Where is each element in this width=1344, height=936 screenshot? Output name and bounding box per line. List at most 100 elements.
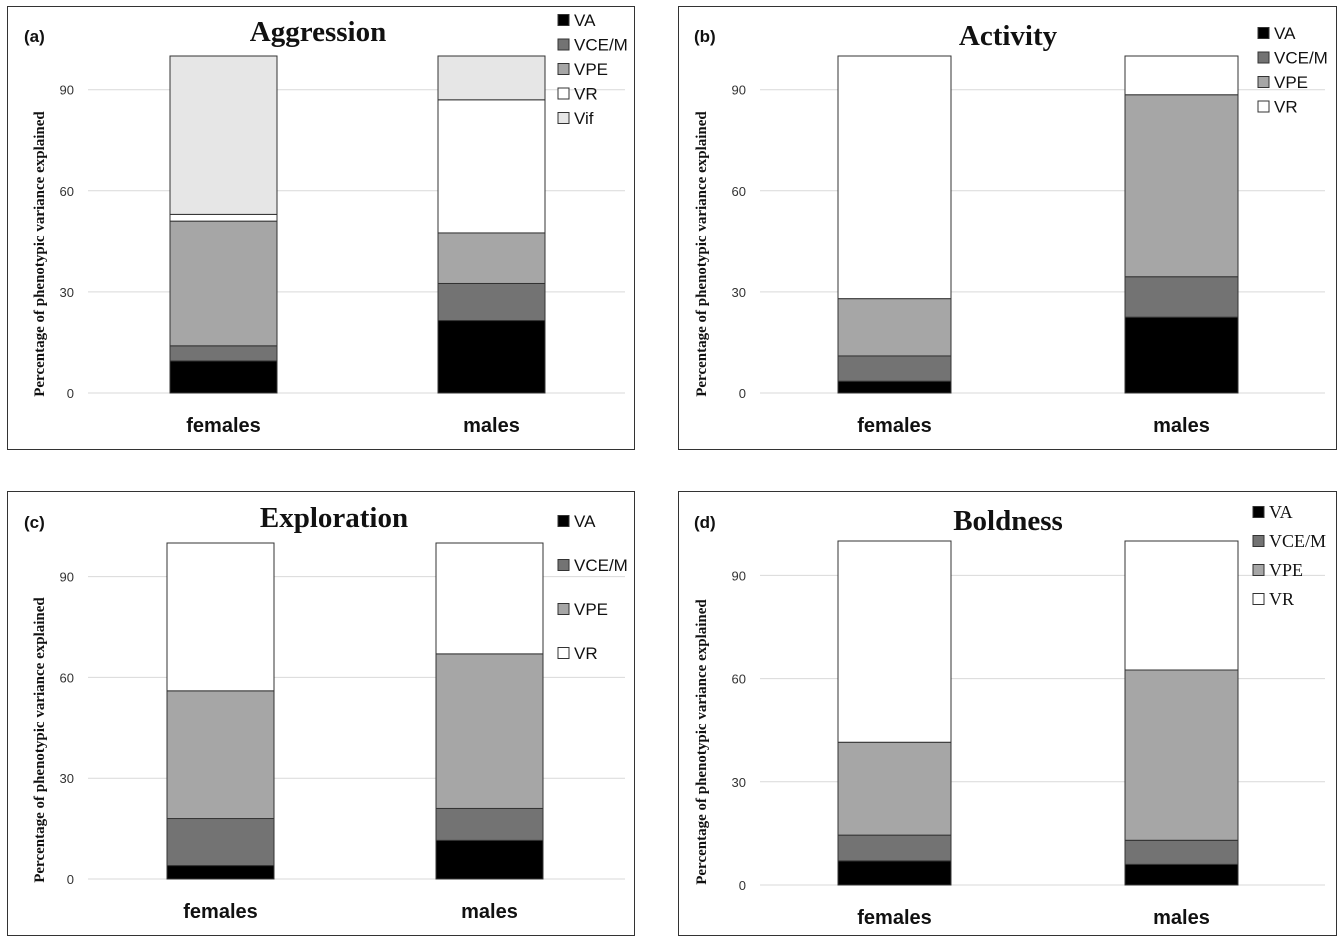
y-tick-label: 0: [67, 872, 74, 887]
panel-label: (b): [694, 27, 716, 46]
legend-label-va: VA: [574, 11, 596, 30]
y-tick-label: 30: [60, 771, 74, 786]
category-label: males: [461, 901, 518, 923]
chart-title: Activity: [959, 20, 1058, 52]
bar-segment-males-vce-m: [1124, 839, 1239, 865]
legend-label-vr: VR: [1274, 98, 1298, 117]
bar-segment-females-vce-m: [837, 355, 952, 382]
bar-segment-males-vpe: [1124, 669, 1239, 841]
legend-label-vce-m: VCE/M: [574, 556, 628, 575]
category-label: females: [186, 415, 261, 437]
legend-swatch-va: [1252, 506, 1265, 518]
legend-swatch-vce-m: [1252, 535, 1265, 547]
bar-segment-males-va: [1124, 316, 1239, 394]
category-label: males: [463, 415, 520, 437]
legend-label-va: VA: [1274, 24, 1296, 43]
y-tick-label: 30: [732, 285, 746, 300]
legend-label-vpe: VPE: [1269, 560, 1303, 580]
y-tick-label: 60: [732, 672, 746, 687]
legend-swatch-vpe: [1257, 76, 1270, 88]
y-axis-label: Percentage of phenotypic variance explai…: [32, 111, 48, 397]
bar-segment-females-vr: [166, 542, 275, 692]
y-tick-label: 60: [60, 670, 74, 685]
legend-swatch-vr: [557, 647, 570, 659]
bar-segment-males-vr: [1124, 540, 1239, 671]
legend-swatch-vpe: [557, 63, 570, 75]
bar-segment-males-vpe: [437, 232, 546, 284]
legend-label-vif: Vif: [574, 109, 594, 128]
legend-label-vpe: VPE: [574, 60, 608, 79]
category-label: females: [857, 415, 932, 437]
bar-segment-females-vr: [837, 540, 952, 743]
bar-segment-females-vpe: [837, 741, 952, 836]
y-tick-label: 60: [732, 184, 746, 199]
bar-segment-males-vif: [437, 55, 546, 101]
panel-label: (c): [24, 513, 45, 532]
y-tick-label: 90: [60, 570, 74, 585]
legend-swatch-vr: [1252, 593, 1265, 605]
legend-swatch-vr: [557, 87, 570, 100]
y-tick-label: 90: [732, 83, 746, 98]
bar-segment-males-vce-m: [1124, 276, 1239, 318]
bar-segment-males-vpe: [435, 653, 544, 809]
bar-segment-males-vr: [437, 99, 546, 234]
bar-segment-males-vpe: [1124, 94, 1239, 278]
chart-title: Aggression: [250, 16, 386, 48]
legend-label-vce-m: VCE/M: [1274, 49, 1328, 68]
legend-swatch-va: [557, 515, 570, 527]
chart-title: Boldness: [953, 505, 1063, 537]
legend-swatch-vif: [557, 112, 570, 124]
legend-label-va: VA: [1269, 502, 1293, 522]
bar-segment-males-va: [1124, 863, 1239, 886]
bar-segment-males-vr: [435, 542, 544, 655]
y-tick-label: 90: [60, 83, 74, 98]
y-tick-label: 0: [739, 386, 746, 401]
bar-segment-males-vce-m: [435, 807, 544, 841]
legend-swatch-vce-m: [557, 38, 570, 51]
category-label: males: [1153, 907, 1210, 929]
category-label: females: [183, 901, 258, 923]
legend-swatch-vce-m: [557, 559, 570, 571]
y-axis-label: Percentage of phenotypic variance explai…: [32, 597, 48, 883]
bar-segment-females-vpe: [837, 298, 952, 357]
legend-label-vr: VR: [574, 85, 598, 104]
bar-segment-males-vr: [1124, 55, 1239, 96]
y-tick-label: 90: [732, 568, 746, 583]
bar-segment-males-va: [437, 320, 546, 394]
legend-label-va: VA: [574, 512, 596, 531]
y-tick-label: 0: [739, 878, 746, 893]
legend-label-vpe: VPE: [574, 600, 608, 619]
legend-label-vr: VR: [574, 644, 598, 663]
category-label: males: [1153, 415, 1210, 437]
legend-swatch-va: [557, 14, 570, 26]
legend-label-vce-m: VCE/M: [1269, 531, 1326, 551]
y-tick-label: 60: [60, 184, 74, 199]
legend-swatch-vce-m: [1257, 51, 1270, 64]
legend-swatch-vpe: [557, 603, 570, 615]
y-tick-label: 30: [732, 775, 746, 790]
y-axis-label: Percentage of phenotypic variance explai…: [694, 599, 710, 885]
bar-segment-females-vif: [169, 55, 278, 215]
y-tick-label: 0: [67, 386, 74, 401]
legend-swatch-vr: [1257, 100, 1270, 113]
category-label: females: [857, 907, 932, 929]
legend-label-vr: VR: [1269, 589, 1294, 609]
y-tick-label: 30: [60, 285, 74, 300]
bar-segment-females-vr: [837, 55, 952, 300]
panel-label: (d): [694, 513, 716, 532]
bar-segment-females-vpe: [166, 690, 275, 820]
legend-swatch-vpe: [1252, 564, 1265, 576]
legend-label-vpe: VPE: [1274, 73, 1308, 92]
bar-segment-females-vce-m: [837, 834, 952, 862]
chart-title: Exploration: [260, 502, 408, 534]
bar-segment-females-vce-m: [166, 818, 275, 867]
legend-label-vce-m: VCE/M: [574, 36, 628, 55]
panel-label: (a): [24, 27, 45, 46]
bar-segment-females-va: [837, 860, 952, 886]
bar-segment-males-vce-m: [437, 282, 546, 322]
legend-swatch-va: [1257, 27, 1270, 39]
